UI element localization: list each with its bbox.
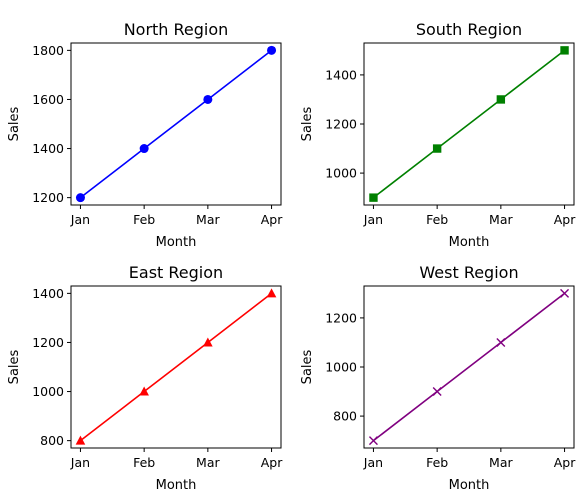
y-tick-label: 1200: [32, 190, 64, 205]
data-point: [139, 386, 149, 396]
y-tick-label: 800: [40, 433, 64, 448]
x-tick-label: Mar: [196, 212, 220, 227]
data-point: [75, 435, 86, 445]
data-point: [266, 288, 277, 298]
data-point: [203, 94, 213, 104]
data-point: [432, 144, 442, 153]
axes-frame: [70, 42, 282, 206]
y-tick-label: 1400: [325, 67, 357, 82]
y-tick-label: 1000: [325, 360, 357, 375]
x-axis-label: Month: [156, 478, 197, 493]
y-tick-label: 1800: [32, 43, 64, 58]
data-point: [267, 45, 277, 55]
chart-title: North Region: [124, 20, 229, 39]
axes-frame: [70, 285, 282, 449]
data-point: [496, 95, 506, 104]
x-tick-label: Apr: [554, 455, 576, 470]
y-axis-label: Sales: [7, 106, 22, 141]
x-tick-label: Mar: [196, 455, 220, 470]
y-axis-label: Sales: [300, 106, 315, 141]
y-tick-label: 800: [333, 409, 357, 424]
y-tick-label: 1000: [325, 166, 357, 181]
x-tick-label: Apr: [554, 212, 576, 227]
x-tick-label: Jan: [363, 455, 383, 470]
data-point: [75, 193, 85, 203]
subplot-1: North Region Jan Feb Mar Apr 1200 1400 1600 1800…: [7, 20, 283, 250]
y-axis-label: Sales: [7, 349, 22, 384]
data-point: [139, 144, 149, 154]
y-tick-label: 1400: [32, 286, 64, 301]
data-point: [368, 436, 378, 446]
x-axis-label: Month: [449, 235, 490, 250]
data-point: [560, 288, 570, 298]
y-tick-label: 1000: [32, 384, 64, 399]
x-tick-label: Feb: [133, 212, 155, 227]
chart-title: West Region: [419, 263, 518, 282]
data-point: [203, 337, 213, 347]
subplot-2: South Region Jan Feb Mar Apr 1000 1200 1400 Mont…: [300, 20, 576, 250]
y-tick-label: 1400: [32, 141, 64, 156]
series-line: [79, 292, 273, 442]
y-tick-label: 1200: [325, 310, 357, 325]
x-tick-label: Jan: [363, 212, 383, 227]
x-tick-label: Apr: [261, 455, 283, 470]
y-tick-label: 1200: [325, 117, 357, 132]
data-point: [432, 387, 442, 397]
x-tick-label: Feb: [426, 455, 448, 470]
x-axis-label: Month: [449, 478, 490, 493]
series-line: [79, 49, 273, 199]
chart-title: South Region: [416, 20, 522, 39]
y-axis-label: Sales: [300, 349, 315, 384]
x-tick-label: Apr: [261, 212, 283, 227]
x-tick-label: Mar: [489, 455, 513, 470]
series-line: [372, 292, 566, 442]
x-tick-label: Jan: [70, 212, 90, 227]
data-point: [369, 193, 378, 202]
data-point: [496, 337, 506, 347]
x-tick-label: Feb: [426, 212, 448, 227]
subplot-4: West Region Jan Feb Mar Apr 800 1000 1200 Month S…: [300, 263, 576, 493]
chart-title: East Region: [129, 263, 223, 282]
data-point: [560, 46, 569, 55]
series-line: [372, 49, 566, 199]
y-tick-label: 1600: [32, 92, 64, 107]
y-tick-label: 1200: [32, 335, 64, 350]
x-tick-label: Mar: [489, 212, 513, 227]
x-axis-label: Month: [156, 235, 197, 250]
x-tick-label: Feb: [133, 455, 155, 470]
subplot-3: East Region Jan Feb Mar Apr 800 1000 1200 1400 Mo…: [7, 263, 283, 493]
x-tick-label: Jan: [70, 455, 90, 470]
